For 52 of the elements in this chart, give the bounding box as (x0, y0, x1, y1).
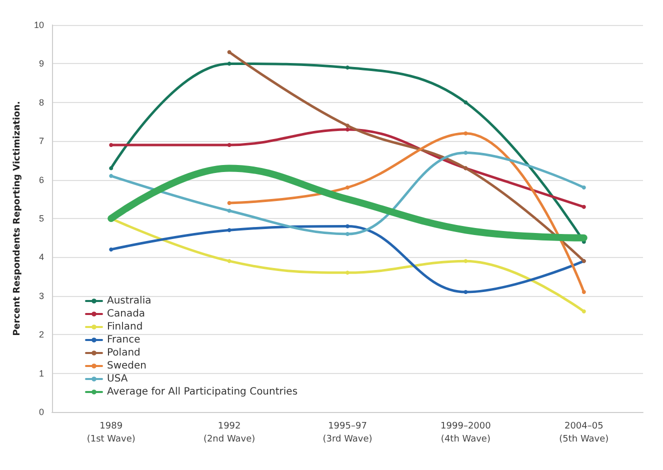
point (582, 186, 586, 190)
legend-label: USA (107, 374, 128, 384)
y-tick-label: 5 (38, 214, 44, 224)
point (346, 66, 350, 70)
point (346, 124, 350, 128)
legend-label: Australia (107, 296, 152, 306)
point (227, 208, 232, 213)
x-tick-label: 1999–2000 (4th Wave) (440, 422, 492, 444)
point (464, 290, 468, 294)
point (109, 174, 114, 178)
y-tick-label: 2 (38, 330, 44, 340)
y-tick-label: 3 (38, 290, 44, 301)
y-tick-label: 0 (38, 407, 44, 417)
point (464, 131, 468, 136)
legend-label: Sweden (107, 360, 147, 372)
point (582, 204, 586, 209)
y-tick-label: 4 (38, 252, 44, 262)
y-axis-title: Percent Respondents Reporting Victimization. (12, 101, 22, 336)
point (109, 166, 114, 170)
y-tick-label: 8 (38, 97, 44, 108)
point (346, 127, 350, 132)
x-tick-label: 1995–97 (3rd Wave) (322, 422, 372, 444)
y-tick-label: 10 (34, 20, 44, 30)
legend-label: Finland (107, 322, 143, 332)
point (582, 290, 586, 294)
point (227, 62, 232, 66)
point (227, 142, 232, 147)
point (464, 259, 468, 264)
point (227, 201, 232, 206)
point (109, 247, 114, 252)
line-series (227, 50, 586, 264)
y-tick-label: 7 (38, 136, 44, 146)
legend-label: Poland (107, 348, 140, 358)
point (227, 228, 232, 232)
point (109, 142, 114, 147)
point (346, 186, 350, 190)
point (227, 259, 232, 264)
point (464, 100, 468, 104)
point (227, 50, 232, 54)
point (346, 270, 350, 275)
point (346, 224, 350, 228)
point (464, 150, 468, 155)
legend-label: France (107, 334, 140, 346)
point (582, 309, 586, 314)
y-tick-label: 6 (38, 174, 44, 185)
legend-label: Canada (107, 308, 146, 320)
x-tick-label: 2004–05 (5th Wave) (559, 422, 609, 444)
x-tick-label: 1992 (2nd Wave) (203, 422, 256, 444)
y-tick-label: 1 (38, 368, 44, 378)
legend-label: Average for All Participating Countries (107, 386, 298, 398)
y-tick-label: 9 (38, 58, 44, 69)
x-tick-label: 1989 (1st Wave) (86, 422, 136, 444)
